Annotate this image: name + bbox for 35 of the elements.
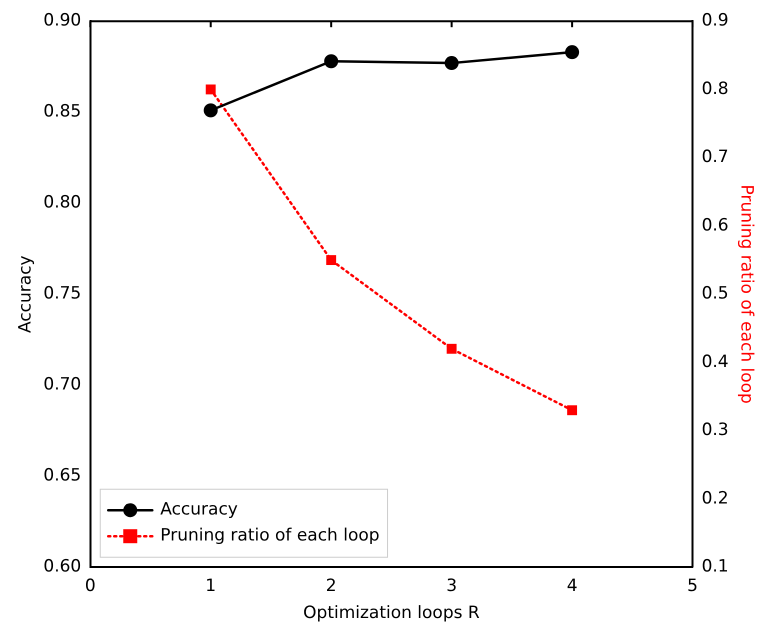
point [565, 45, 580, 60]
y2-axis-title: Pruning ratio of each loop [736, 184, 756, 404]
y-tick-label: 0.80 [43, 192, 82, 213]
x-tick-label: 2 [326, 576, 337, 596]
y-tick-label: 0.65 [43, 466, 82, 486]
point [204, 103, 218, 118]
y2-tick-label: 0.1 [702, 556, 729, 577]
legend-label: Accuracy [160, 500, 238, 520]
point [324, 54, 338, 68]
y2-tick-label: 0.5 [702, 284, 729, 304]
y2-tick-label: 0.8 [702, 78, 729, 99]
y2-tick-label: 0.2 [702, 488, 729, 508]
x-axis-title: Optimization loops R [303, 603, 480, 624]
point [567, 405, 578, 416]
y-tick-label: 0.60 [43, 556, 82, 577]
point [326, 255, 336, 266]
x-tick-label: 0 [84, 576, 96, 596]
x-tick-label: 3 [446, 576, 458, 596]
y2-tick-label: 0.4 [702, 352, 729, 372]
y2-tick-label: 0.9 [702, 10, 729, 31]
x-tick-label: 5 [687, 576, 698, 596]
y-tick-label: 0.75 [43, 284, 82, 304]
x-tick-label: 4 [566, 576, 578, 596]
y2-tick-label: 0.7 [702, 147, 729, 168]
y-tick-label: 0.85 [43, 102, 82, 122]
y2-tick-label: 0.3 [702, 420, 729, 440]
y-axis-title: Accuracy [16, 255, 36, 334]
y-tick-label: 0.70 [43, 374, 82, 395]
point [206, 84, 216, 94]
point [444, 56, 459, 70]
point [446, 344, 457, 354]
x-tick-label: 1 [205, 576, 216, 596]
y2-tick-label: 0.6 [702, 215, 729, 236]
y-tick-label: 0.90 [43, 10, 82, 31]
legend-label: Pruning ratio of each loop [160, 526, 380, 546]
